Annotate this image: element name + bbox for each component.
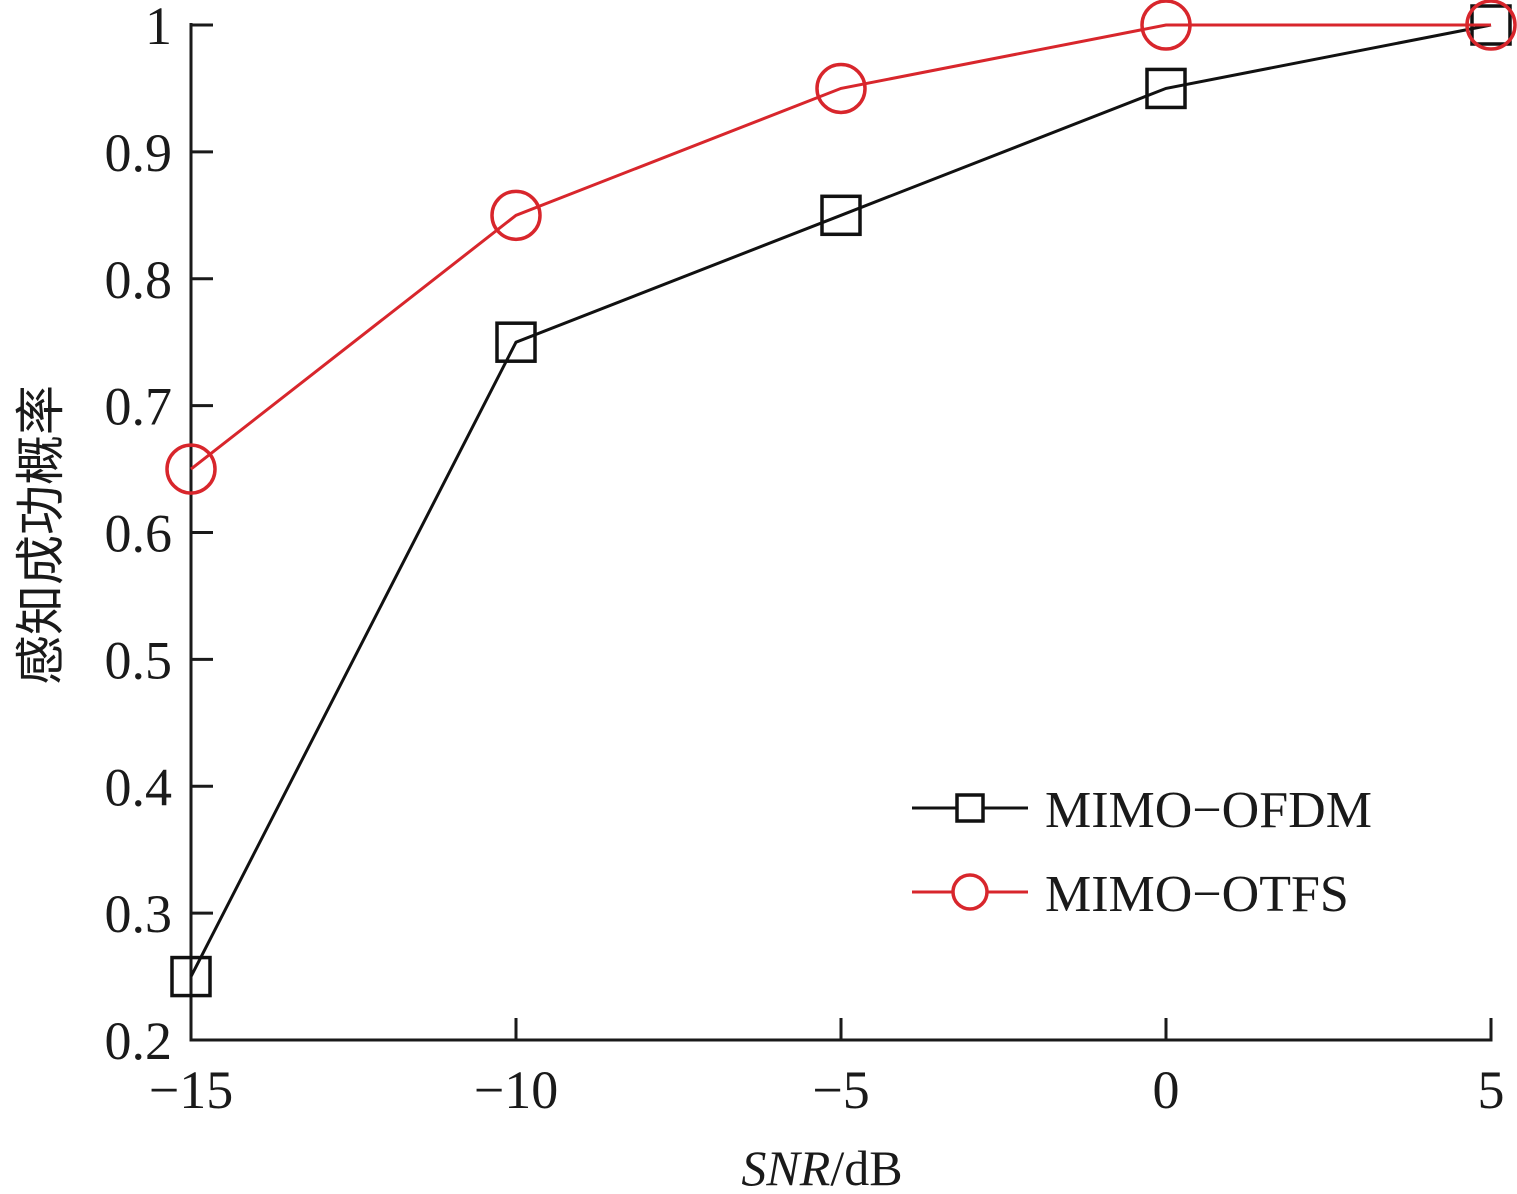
data-point-otfs bbox=[815, 62, 867, 115]
x-tick-label: −5 bbox=[812, 1060, 869, 1120]
x-ticks: −15 −10 −5 0 5 bbox=[149, 1018, 1505, 1120]
y-tick-label: 0.3 bbox=[105, 884, 173, 944]
legend-item-ofdm: MIMO−OFDM bbox=[912, 782, 1372, 839]
y-tick-label: 0.5 bbox=[105, 630, 173, 690]
y-axis-label: 感知成功概率 bbox=[13, 385, 69, 685]
data-point-ofdm bbox=[170, 955, 212, 998]
y-tick-label: 0.2 bbox=[105, 1011, 173, 1071]
series-ofdm bbox=[170, 4, 1512, 998]
x-axis-label-unit: /dB bbox=[830, 1140, 902, 1194]
series-otfs bbox=[165, 0, 1517, 495]
data-point-otfs bbox=[1465, 0, 1517, 51]
data-point-ofdm bbox=[495, 321, 537, 363]
y-tick-label: 0.4 bbox=[105, 757, 173, 817]
data-point-otfs bbox=[1140, 0, 1192, 51]
y-tick-label: 1 bbox=[145, 0, 172, 56]
x-tick-label: 5 bbox=[1478, 1060, 1505, 1120]
x-tick-label: −15 bbox=[149, 1060, 233, 1120]
series-line-otfs bbox=[190, 23, 1491, 471]
data-point-ofdm bbox=[1145, 67, 1187, 110]
x-tick-label: −10 bbox=[474, 1060, 558, 1120]
y-tick-label: 0.9 bbox=[105, 123, 173, 183]
y-ticks: 0.2 0.3 0.4 0.5 0.6 0.7 0.8 0.9 1 bbox=[105, 0, 213, 1071]
legend: MIMO−OFDM MIMO−OTFS bbox=[912, 782, 1372, 923]
x-axis-label-variable: SNR bbox=[741, 1140, 830, 1194]
data-point-otfs bbox=[490, 189, 542, 242]
legend-label-otfs: MIMO−OTFS bbox=[1045, 866, 1349, 923]
data-point-otfs bbox=[165, 443, 217, 495]
y-tick-label: 0.6 bbox=[105, 504, 173, 564]
series-line-ofdm bbox=[189, 23, 1492, 978]
x-tick-label: 0 bbox=[1153, 1060, 1180, 1120]
y-tick-label: 0.8 bbox=[105, 250, 173, 310]
legend-item-otfs: MIMO−OTFS bbox=[912, 866, 1349, 923]
legend-label-ofdm: MIMO−OFDM bbox=[1045, 782, 1372, 839]
legend-marker-ofdm bbox=[955, 793, 985, 823]
y-tick-label: 0.7 bbox=[105, 377, 173, 437]
x-axis-label: SNR/dB bbox=[741, 1140, 902, 1194]
data-point-ofdm bbox=[820, 194, 862, 237]
legend-marker-otfs bbox=[951, 873, 989, 911]
series-layer bbox=[165, 0, 1517, 998]
